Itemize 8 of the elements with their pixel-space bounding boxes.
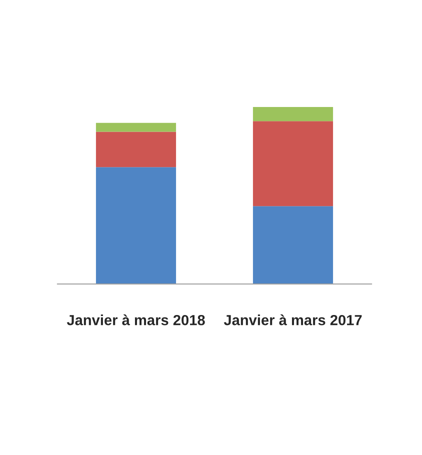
bar [252, 121, 334, 206]
bar [96, 167, 176, 284]
bar [96, 132, 176, 168]
bar [252, 206, 334, 284]
bar [252, 107, 334, 122]
x-tick-label: Janvier à mars 2017 [224, 314, 362, 326]
bar [96, 122, 176, 132]
x-tick-label: Janvier à mars 2018 [66, 314, 205, 326]
